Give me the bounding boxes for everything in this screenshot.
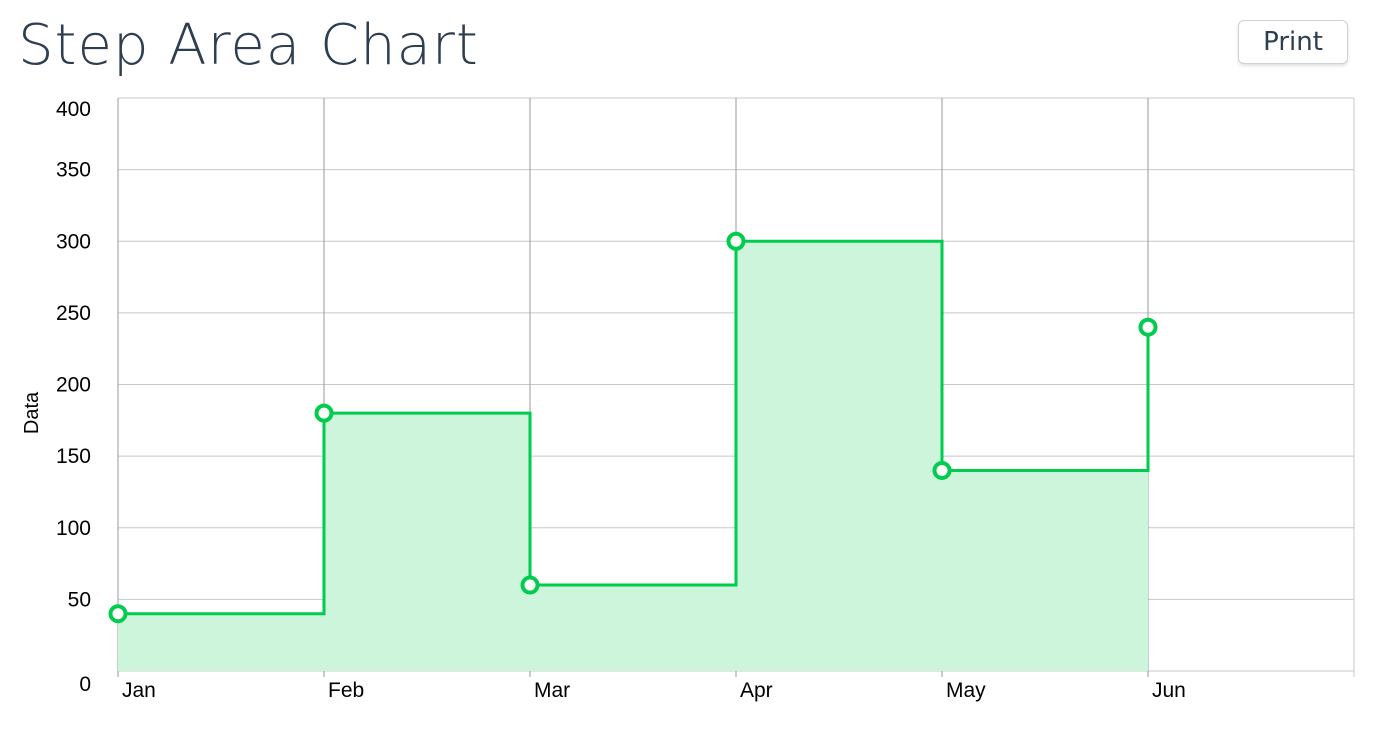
x-tick-label: Jun <box>1152 679 1186 702</box>
y-tick-label: 100 <box>56 517 91 540</box>
data-point <box>314 403 334 423</box>
x-tick-label: Apr <box>740 679 773 702</box>
step-line <box>118 239 1150 616</box>
step-line-layer <box>118 239 1150 616</box>
y-tick-label: 0 <box>79 673 91 696</box>
y-tick-label: 400 <box>56 98 91 121</box>
x-tick-label: Mar <box>534 679 570 702</box>
data-point <box>726 231 746 251</box>
y-tick-label: 350 <box>56 159 91 182</box>
y-tick-label: 300 <box>56 230 91 253</box>
x-tick-label: Jan <box>122 679 156 702</box>
y-tick-label: 150 <box>56 445 91 468</box>
y-axis-ticks: 0 50 100 150 200 250 300 350 400 <box>56 98 91 696</box>
y-axis-label: Data <box>21 391 43 434</box>
area-fill-layer <box>118 241 1148 671</box>
page-title: Step Area Chart <box>18 13 479 78</box>
data-point <box>520 575 540 595</box>
y-tick-label: 200 <box>56 374 91 397</box>
data-point <box>932 460 952 480</box>
y-tick-label: 50 <box>68 588 91 611</box>
data-points <box>108 231 1158 624</box>
x-axis-ticks: Jan Feb Mar Apr May Jun <box>122 679 1186 702</box>
area-fill <box>118 241 1148 671</box>
data-point <box>1138 317 1158 337</box>
x-tick-label: May <box>946 679 986 702</box>
print-button[interactable]: Print <box>1238 20 1348 64</box>
y-tick-label: 250 <box>56 302 91 325</box>
data-point <box>108 604 128 624</box>
x-tick-label: Feb <box>328 679 364 702</box>
